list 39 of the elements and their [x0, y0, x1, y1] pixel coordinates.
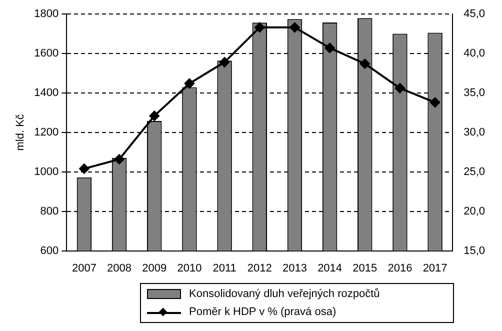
point: [114, 154, 124, 164]
point: [394, 83, 405, 94]
x-tick-label: 2007: [72, 262, 96, 274]
y-axis-title: mld. Kč: [14, 114, 27, 151]
y2-tick-label: 25,0: [464, 166, 486, 178]
y2-tick-label: 40,0: [464, 48, 486, 60]
y-tick-label: 1600: [34, 48, 59, 60]
point: [149, 110, 160, 121]
y2-tick-label: 20,0: [464, 205, 486, 218]
point: [220, 57, 230, 68]
x-tick-label: 2012: [247, 262, 272, 274]
y2-tick-label: 45,0: [464, 8, 486, 20]
y-tick-label: 1000: [34, 166, 59, 178]
point: [360, 58, 370, 69]
y2-tick-label: 35,0: [464, 86, 486, 99]
y-tick-label: 1400: [34, 86, 59, 99]
point: [324, 42, 335, 53]
y-tick-label: 800: [40, 205, 59, 218]
x-tick-label: 2016: [388, 262, 412, 274]
y-tick-label: 1200: [34, 126, 59, 138]
x-tick-label: 2008: [107, 262, 132, 274]
y-tick-label: 1800: [34, 8, 59, 20]
x-tick-label: 2011: [212, 262, 236, 274]
x-tick-label: 2013: [282, 262, 307, 274]
point: [254, 22, 265, 32]
x-tick-label: 2015: [352, 262, 378, 274]
x-tick-label: 2009: [142, 262, 167, 274]
legend-label: Konsolidovaný dluh veřejných rozpočtů: [189, 288, 380, 300]
legend-label: Poměr k HDP v % (pravá osa): [189, 306, 336, 318]
x-tick-label: 2017: [422, 262, 448, 274]
y-tick-label: 600: [40, 244, 59, 257]
point: [290, 22, 300, 32]
y2-tick-label: 15,0: [464, 244, 486, 257]
point: [79, 164, 90, 174]
x-tick-label: 2014: [318, 262, 342, 274]
point: [184, 78, 194, 88]
x-tick-label: 2010: [177, 262, 202, 274]
point: [430, 97, 440, 108]
y2-tick-label: 30,0: [464, 126, 486, 138]
